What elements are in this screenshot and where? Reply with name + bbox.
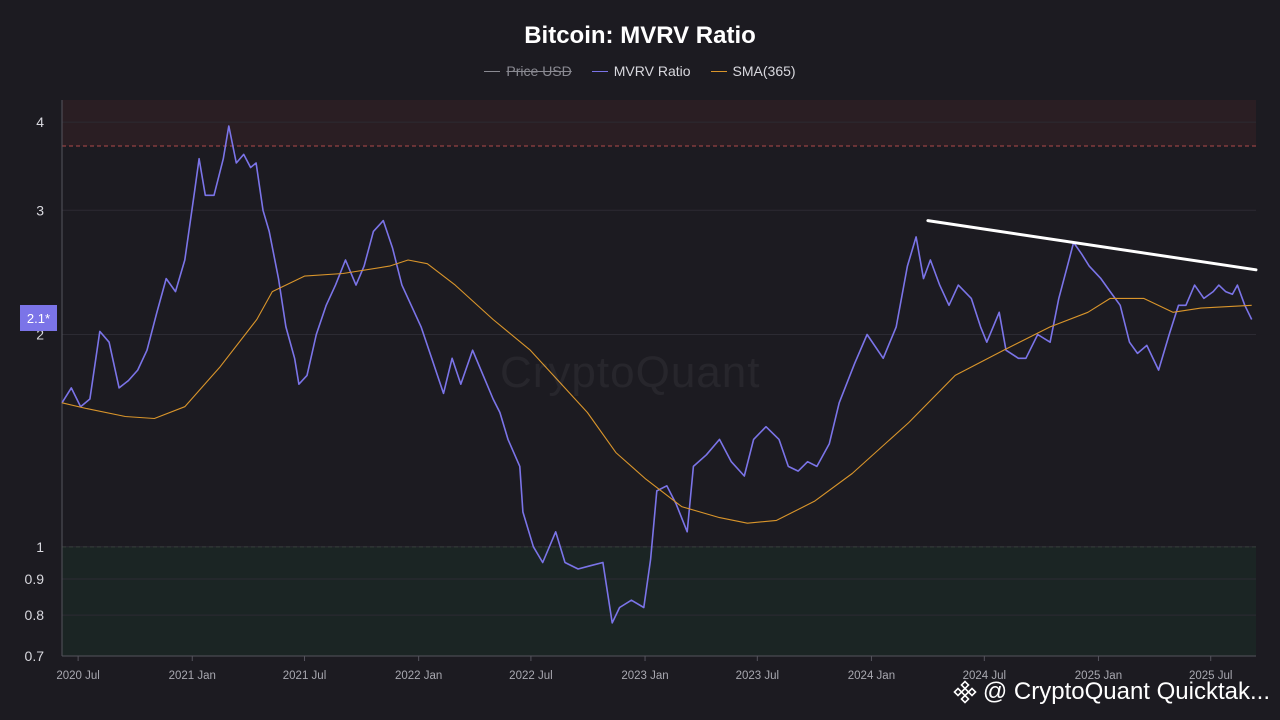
overvalued-zone-band bbox=[62, 100, 1256, 147]
legend-swatch-price-usd bbox=[484, 70, 501, 72]
undervalued-zone-band bbox=[62, 546, 1256, 656]
watermark-logo: CryptoQuant bbox=[500, 348, 761, 397]
x-tick-label: 2023 Jul bbox=[736, 670, 779, 682]
legend-swatch-sma-365 bbox=[710, 70, 727, 72]
x-tick-label: 2021 Jan bbox=[169, 670, 216, 682]
y-tick-label: 3 bbox=[36, 202, 44, 218]
y-tick-label: 4 bbox=[36, 114, 44, 130]
x-tick-label: 2025 Jul bbox=[1189, 670, 1232, 682]
legend-item-price-usd[interactable]: Price USD bbox=[484, 63, 572, 79]
x-tick-label: 2023 Jan bbox=[621, 670, 668, 682]
chart-legend: Price USD MVRV Ratio SMA(365) bbox=[0, 63, 1280, 79]
series-line-mvrv-ratio[interactable] bbox=[61, 125, 1253, 624]
series-line-sma-365[interactable] bbox=[61, 259, 1252, 524]
x-tick-label: 2022 Jan bbox=[395, 670, 442, 682]
x-tick-label: 2022 Jul bbox=[509, 670, 552, 682]
y-tick-label: 2 bbox=[36, 326, 44, 342]
x-tick-label: 2024 Jan bbox=[848, 670, 895, 682]
legend-item-sma-365[interactable]: SMA(365) bbox=[710, 63, 796, 79]
resistance-trendline bbox=[926, 219, 1258, 272]
legend-swatch-mvrv-ratio bbox=[591, 70, 608, 72]
y-tick-label: 0.7 bbox=[25, 648, 45, 664]
legend-label-sma-365: SMA(365) bbox=[732, 63, 796, 79]
credit-label: @ CryptoQuant Quicktak... bbox=[953, 678, 1270, 706]
x-tick-label: 2025 Jan bbox=[1075, 670, 1122, 682]
legend-label-price-usd: Price USD bbox=[506, 63, 572, 79]
credit-text: @ CryptoQuant Quicktak... bbox=[982, 678, 1270, 705]
x-tick-label: 2021 Jul bbox=[283, 670, 326, 682]
y-tick-label: 0.8 bbox=[25, 607, 45, 623]
legend-item-mvrv-ratio[interactable]: MVRV Ratio bbox=[591, 63, 691, 79]
y-tick-label: 0.9 bbox=[25, 571, 45, 587]
legend-label-mvrv-ratio: MVRV Ratio bbox=[613, 63, 691, 79]
x-tick-label: 2020 Jul bbox=[56, 670, 99, 682]
chart-title: Bitcoin: MVRV Ratio bbox=[524, 22, 756, 49]
binance-icon bbox=[953, 680, 977, 704]
y-tick-label: 1 bbox=[36, 539, 44, 555]
x-tick-label: 2024 Jul bbox=[963, 670, 1006, 682]
current-value-badge: 2.1* bbox=[20, 305, 57, 331]
